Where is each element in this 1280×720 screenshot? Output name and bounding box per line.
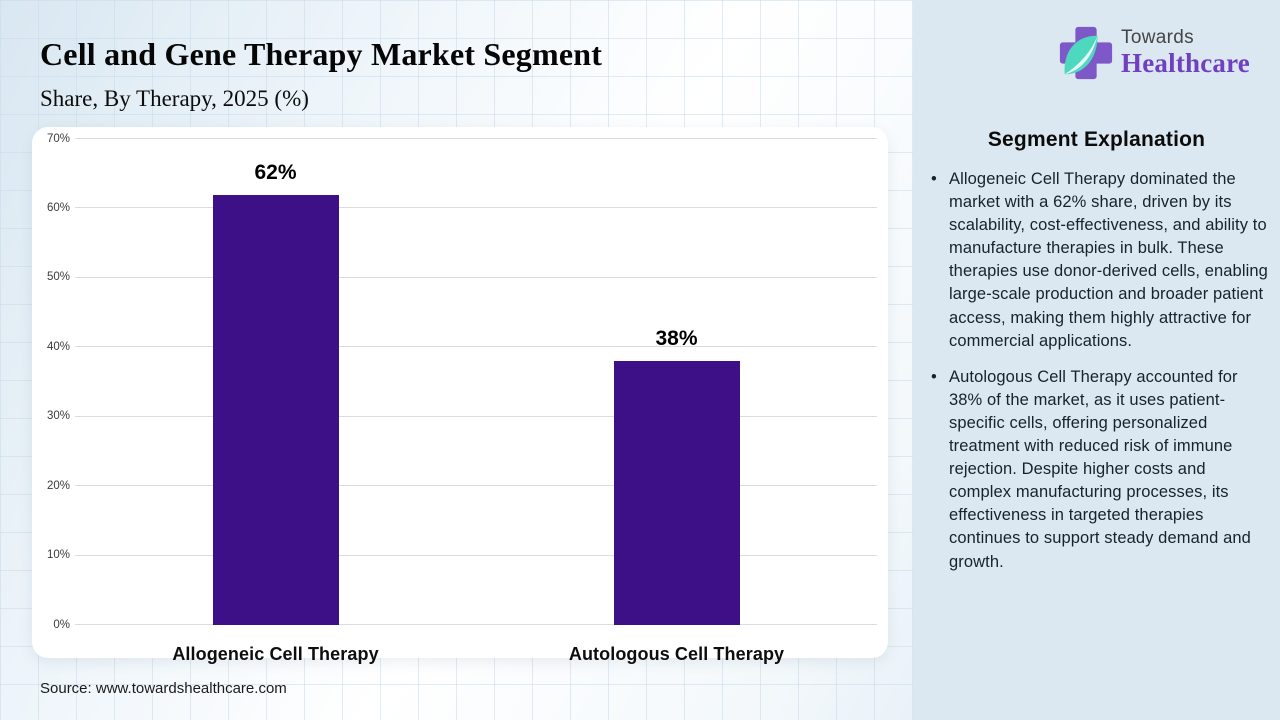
gridline-0% (75, 624, 877, 625)
gridline-10% (75, 554, 877, 556)
bar-allogeneic-cell-therapy (212, 194, 339, 625)
y-axis-tick-label: 70% (46, 132, 70, 145)
brand-logo-text: Towards Healthcare (1121, 27, 1250, 79)
page-subtitle: Share, By Therapy, 2025 (%) (40, 86, 309, 111)
y-axis-tick-label: 10% (46, 548, 70, 561)
y-axis-tick-label: 40% (46, 340, 70, 353)
gridline-40% (75, 346, 877, 348)
gridline-20% (75, 485, 877, 487)
y-axis-tick-label: 30% (46, 409, 70, 422)
brand-name-towards: Towards (1121, 27, 1194, 49)
y-axis-tick-label: 50% (46, 271, 70, 284)
source-note: Source: www.towardshealthcare.com (40, 680, 287, 697)
plot-area: 0% 10% 20% 30% 40% 50% 60% 70% 62% Allogeneic Cel… (47, 133, 877, 664)
x-axis-category-label: Allogeneic Cell Therapy (172, 644, 379, 664)
gridline-70% (75, 138, 877, 139)
chart-section-background: Cell and Gene Therapy Market Segment Sha… (0, 0, 913, 720)
bullet-allogeneic: Allogeneic Cell Therapy dominated the ma… (928, 168, 1268, 353)
x-axis-category-label: Autologous Cell Therapy (568, 644, 785, 664)
gridline-60% (75, 207, 877, 209)
page-title: Cell and Gene Therapy Market Segment (40, 36, 603, 72)
y-axis-tick-label: 60% (46, 201, 70, 214)
gridline-50% (75, 276, 877, 278)
bar-autologous-cell-therapy (613, 361, 740, 625)
y-axis-tick-label: 0% (53, 618, 70, 631)
bar-value-label: 62% (254, 160, 297, 184)
brand-logo: Towards Healthcare (1057, 24, 1250, 82)
y-axis-tick-label: 20% (46, 479, 70, 492)
bar-value-label: 38% (655, 327, 698, 351)
gridline-30% (75, 415, 877, 417)
bar-chart-card: 0% 10% 20% 30% 40% 50% 60% 70% 62% Allogeneic Cel… (32, 127, 888, 664)
explanation-panel: Towards Healthcare Segment Explanation A… (913, 0, 1280, 720)
brand-name-healthcare: Healthcare (1121, 48, 1250, 79)
segment-bullet-list: Allogeneic Cell Therapy dominated the ma… (928, 168, 1268, 587)
bullet-autologous: Autologous Cell Therapy accounted for 38… (928, 366, 1268, 574)
healthcare-cross-leaf-icon (1059, 26, 1113, 80)
panel-heading: Segment Explanation (987, 128, 1206, 151)
